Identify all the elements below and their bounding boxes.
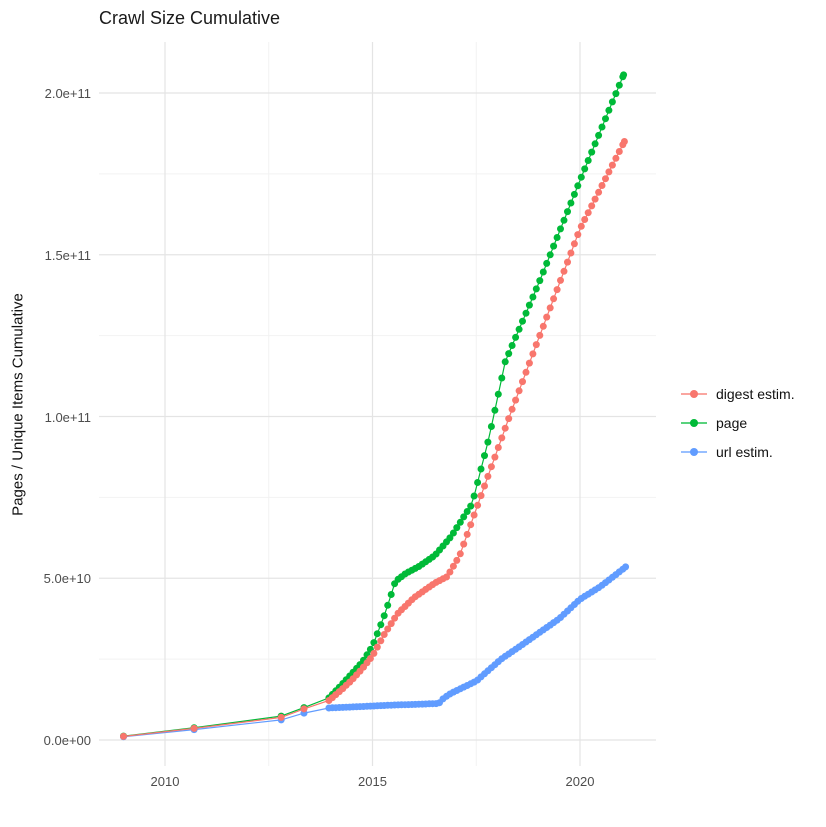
legend: digest estim. page url estim.: [681, 379, 795, 466]
legend-key-url-icon: [681, 447, 707, 457]
y-axis-tick-label: 2.0e+11: [44, 86, 91, 101]
y-axis-tick-label: 0.0e+00: [43, 733, 91, 748]
x-axis-tick-label: 2020: [565, 774, 595, 789]
legend-label-page: page: [716, 414, 748, 431]
y-axis-tick-label: 5.0e+10: [43, 571, 91, 587]
y-axis-tick-label: 1.5e+11: [44, 247, 91, 263]
legend-key-digest-icon: [681, 389, 707, 399]
x-axis-tick-label: 2015: [358, 774, 387, 789]
legend-label-url: url estim.: [716, 443, 773, 460]
legend-item-page: page: [681, 408, 795, 437]
legend-item-url: url estim.: [681, 437, 795, 466]
chart-title: Crawl Size Cumulative: [99, 8, 281, 28]
legend-item-digest: digest estim.: [681, 379, 795, 408]
legend-key-page-icon: [681, 418, 707, 428]
x-axis-tick-label: 2010: [150, 774, 180, 789]
legend-label-digest: digest estim.: [716, 385, 795, 402]
y-axis-tick-label: 1.0e+11: [44, 409, 91, 425]
